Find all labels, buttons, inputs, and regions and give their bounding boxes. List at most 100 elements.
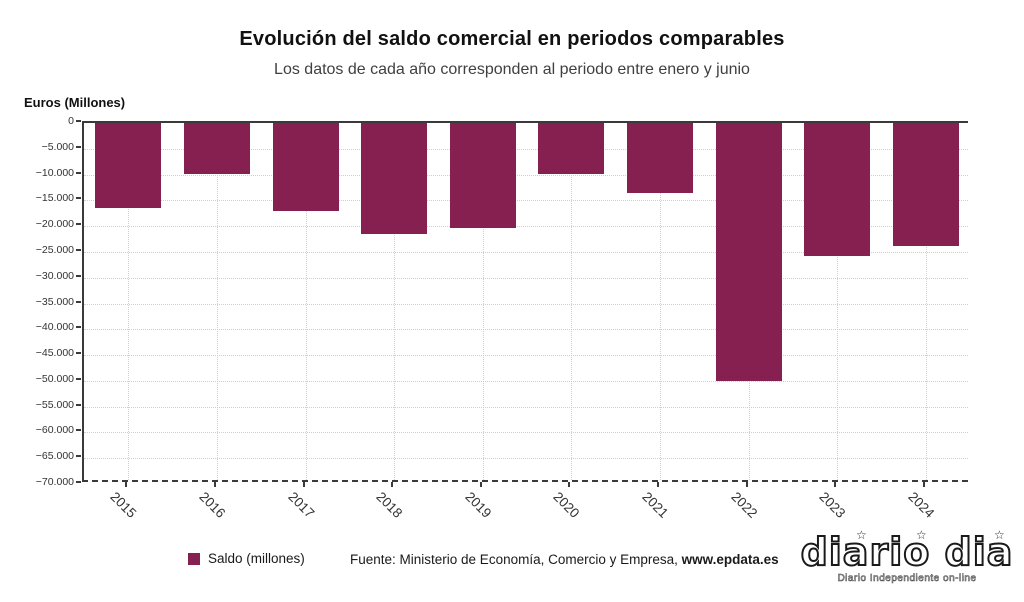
y-axis-title: Euros (Millones) [24, 95, 126, 110]
y-tick-label: −10.000 [35, 166, 74, 179]
gridline-vertical [305, 123, 307, 480]
gridline-vertical [925, 123, 927, 480]
y-tick-mark [76, 403, 81, 406]
y-tick-mark [76, 326, 81, 329]
gridline-vertical [837, 123, 839, 480]
x-tick-mark [213, 482, 216, 487]
y-tick-label: −5.000 [41, 140, 74, 153]
chart-subtitle: Los datos de cada año corresponden al pe… [274, 61, 750, 78]
x-tick-label-2017: 2017 [284, 489, 317, 521]
gridline-vertical [394, 123, 396, 480]
bar-2019 [449, 123, 516, 228]
bar-2023 [804, 123, 871, 256]
x-tick-mark [834, 482, 837, 487]
x-tick-mark [568, 482, 571, 487]
y-tick-label: −55.000 [35, 398, 74, 411]
watermark-logo-text: diario dia [800, 530, 1014, 574]
gridline-horizontal [84, 329, 968, 331]
y-tick-label: −20.000 [35, 218, 74, 231]
bar-2021 [626, 123, 693, 194]
x-tick-mark [479, 482, 482, 487]
x-tick-mark [125, 482, 128, 487]
x-tick-label-2022: 2022 [727, 489, 760, 521]
y-tick-label: −65.000 [35, 450, 74, 463]
y-tick-label: −70.000 [35, 476, 74, 488]
diario-dia-watermark: ☆ ☆ ☆ diario dia Diario Independiente on… [798, 528, 1016, 585]
x-tick-mark [391, 482, 394, 487]
gridline-vertical [571, 123, 573, 480]
legend: Saldo (millones) [188, 551, 305, 566]
star-icon: ☆ [856, 528, 867, 542]
bar-2024 [892, 123, 959, 246]
y-tick-mark [76, 429, 81, 432]
y-tick-mark [76, 455, 81, 458]
y-tick-label: −35.000 [35, 295, 74, 308]
source-text: Fuente: Ministerio de Economía, Comercio… [350, 552, 682, 567]
y-tick-label: −45.000 [35, 347, 74, 360]
x-tick-mark [302, 482, 305, 487]
x-tick-label-2016: 2016 [196, 489, 229, 521]
y-axis-tick-labels: 0 −5.000 −10.000 −15.000 −20.000 −25.000 −30.0… [0, 116, 74, 488]
gridline-vertical [482, 123, 484, 480]
y-tick-label: −15.000 [35, 192, 74, 205]
star-icon: ☆ [994, 528, 1005, 542]
y-tick-mark [76, 248, 81, 251]
gridline-vertical [216, 123, 218, 480]
x-tick-label-2019: 2019 [462, 489, 494, 521]
gridline-horizontal [84, 432, 968, 434]
y-tick-label: −30.000 [35, 269, 74, 282]
x-tick-label-2024: 2024 [905, 489, 937, 521]
x-tick-label-2018: 2018 [373, 489, 406, 521]
gridline-horizontal [84, 355, 968, 357]
gridline-horizontal [84, 148, 968, 150]
x-tick-mark [656, 482, 659, 487]
y-tick-mark [76, 274, 81, 277]
gridline-horizontal [84, 380, 968, 382]
source-site-link[interactable]: www.epdata.es [681, 552, 779, 567]
watermark-tagline: Diario Independiente on-line [837, 573, 977, 585]
gridline-horizontal [84, 277, 968, 279]
y-tick-label: −50.000 [35, 372, 74, 385]
y-tick-mark [76, 223, 81, 226]
y-tick-mark [76, 145, 81, 148]
legend-label: Saldo (millones) [208, 551, 305, 566]
y-tick-mark [76, 377, 81, 380]
x-tick-label-2015: 2015 [107, 489, 140, 521]
bar-2022 [715, 123, 782, 381]
x-tick-mark [745, 482, 748, 487]
y-tick-mark [76, 481, 81, 483]
chart-title: Evolución del saldo comercial en periodo… [239, 28, 785, 50]
gridline-horizontal [84, 251, 968, 253]
gridline-horizontal [84, 200, 968, 202]
y-tick-mark [76, 300, 81, 303]
gridline-horizontal [84, 406, 968, 408]
y-tick-mark [76, 352, 81, 355]
gridline-horizontal [84, 226, 968, 228]
x-tick-label-2023: 2023 [816, 489, 849, 521]
bar-2018 [361, 123, 428, 235]
y-tick-mark [76, 120, 81, 122]
bar-2020 [538, 123, 605, 174]
gridline-vertical [128, 123, 130, 480]
x-tick-label-2020: 2020 [550, 489, 583, 521]
y-tick-label: 0 [68, 115, 74, 127]
gridline-horizontal [84, 458, 968, 460]
gridline-horizontal [84, 303, 968, 305]
y-tick-mark [76, 197, 81, 200]
source-line: Fuente: Ministerio de Economía, Comercio… [350, 552, 779, 567]
bar-2016 [183, 123, 250, 175]
y-tick-label: −40.000 [35, 321, 74, 334]
gridline-vertical [659, 123, 661, 480]
legend-swatch-icon [188, 552, 200, 565]
gridline-horizontal [84, 174, 968, 176]
bar-2015 [95, 123, 162, 208]
x-tick-mark [922, 482, 925, 487]
star-icon: ☆ [916, 528, 927, 542]
y-tick-mark [76, 171, 81, 174]
plot-area [82, 121, 968, 482]
y-tick-label: −25.000 [35, 243, 74, 256]
bar-2017 [272, 123, 339, 211]
y-tick-label: −60.000 [35, 424, 74, 437]
x-tick-label-2021: 2021 [639, 489, 672, 521]
